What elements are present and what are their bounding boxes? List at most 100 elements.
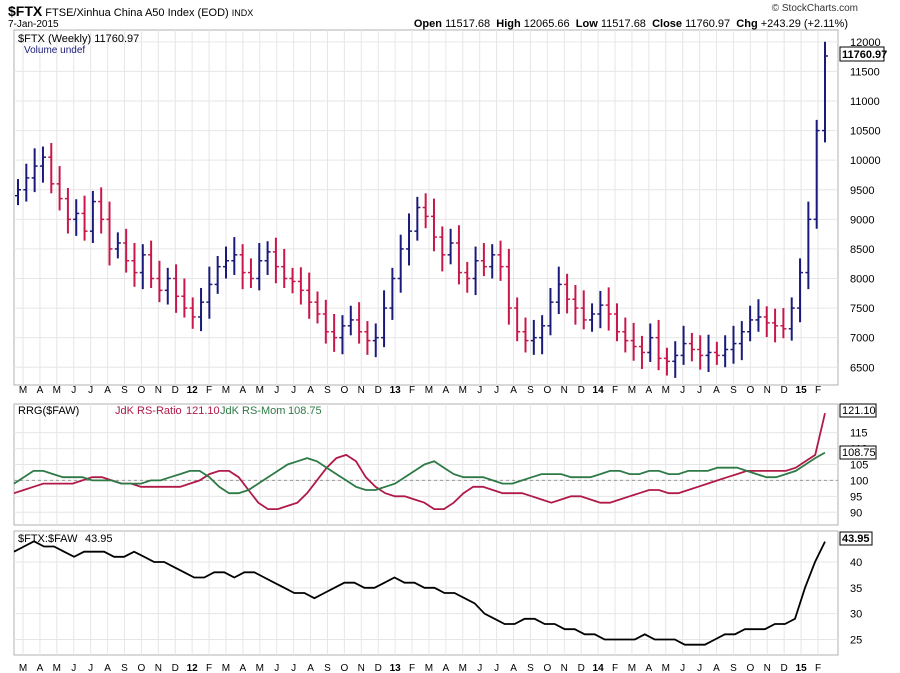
x-tick-label: S — [527, 385, 534, 396]
high-label: High — [496, 18, 521, 30]
rrg-ratio-last-box — [839, 403, 877, 418]
rrg-mom-last-box — [839, 445, 877, 460]
x-tick-label: J — [697, 663, 702, 673]
x-tick-label: N — [764, 663, 771, 673]
x-tick-label: N — [764, 385, 771, 396]
x-tick-label: M — [19, 663, 27, 673]
index-name: FTSE/Xinhua China A50 Index (EOD) — [45, 7, 229, 19]
x-tick-label: A — [713, 663, 720, 673]
x-tick-label: M — [256, 385, 264, 396]
x-tick-label: S — [121, 663, 128, 673]
x-tick-label: J — [494, 663, 499, 673]
x-tick-label: A — [240, 385, 247, 396]
x-tick-label: F — [612, 385, 618, 396]
x-tick-label: D — [781, 663, 788, 673]
open-label: Open — [413, 18, 442, 30]
x-tick-label: S — [324, 385, 331, 396]
x-tick-label: D — [375, 385, 382, 396]
x-tick-label: O — [138, 663, 146, 673]
x-tick-label: A — [443, 663, 450, 673]
rrg-ratio-last: 121.10 — [842, 405, 876, 417]
x-tick-label: M — [222, 385, 230, 396]
watermark: © StockCharts.com — [771, 3, 858, 14]
x-tick-label: M — [459, 663, 467, 673]
x-tick-label: J — [477, 663, 482, 673]
y-tick-label: 100 — [850, 475, 868, 487]
rrg-legend-ratio-value: 121.10 — [186, 405, 220, 417]
low-label: Low — [575, 18, 598, 30]
chg-label: Chg — [736, 18, 758, 30]
x-tick-label: 15 — [796, 663, 808, 673]
rrg-legend-ratio: JdK RS-Ratio — [115, 405, 182, 417]
x-tick-label: S — [730, 663, 737, 673]
pane-legend-volume: Volume undef — [24, 45, 85, 56]
x-tick-label: J — [494, 385, 499, 396]
last-value-label: 11760.97 — [842, 49, 887, 61]
x-tick-label: J — [680, 385, 685, 396]
x-tick-label: M — [53, 385, 61, 396]
high-value: 12065.66 — [523, 18, 570, 30]
y-tick-label: 6500 — [850, 362, 874, 374]
x-tick-label: D — [578, 385, 585, 396]
y-tick-label: 105 — [850, 460, 868, 472]
y-tick-label: 11500 — [850, 66, 880, 78]
x-tick-label: S — [121, 385, 128, 396]
x-tick-label: N — [358, 385, 365, 396]
close-label: Close — [652, 18, 683, 30]
last-value-box — [839, 46, 885, 62]
y-tick-label: 11000 — [850, 96, 880, 108]
x-tick-label: A — [240, 663, 247, 673]
series-rs-mom — [13, 451, 826, 495]
rrg-legend-mom-value: 108.75 — [288, 405, 322, 417]
x-tick-label: N — [561, 385, 568, 396]
y-tick-label: 95 — [850, 491, 862, 503]
x-tick-label: N — [561, 663, 568, 673]
y-tick-label: 115 — [850, 428, 868, 440]
x-tick-label: M — [628, 385, 636, 396]
y-tick-label: 9500 — [850, 185, 874, 197]
x-tick-label: F — [206, 385, 212, 396]
x-tick-label: O — [746, 663, 754, 673]
x-tick-label: N — [155, 385, 162, 396]
x-tick-label: O — [543, 663, 551, 673]
x-tick-label: J — [71, 663, 76, 673]
x-tick-label: M — [425, 663, 433, 673]
series-ftx-faw — [13, 540, 826, 646]
y-tick-label: 7500 — [850, 303, 874, 315]
exchange-label: INDX — [231, 8, 254, 18]
x-tick-label: 12 — [187, 385, 199, 396]
x-tick-label: S — [527, 663, 534, 673]
x-tick-label: J — [274, 663, 279, 673]
open-value: 11517.68 — [445, 18, 491, 30]
y-tick-label: 90 — [850, 507, 862, 519]
y-tick-label: 10500 — [850, 126, 881, 138]
x-tick-label: A — [443, 385, 450, 396]
x-tick-label: 12 — [187, 663, 199, 673]
y-tick-label: 7000 — [850, 333, 874, 345]
y-tick-label: 10000 — [850, 155, 881, 167]
x-tick-label: D — [172, 385, 179, 396]
x-tick-label: D — [172, 663, 179, 673]
x-tick-label: A — [104, 385, 111, 396]
x-tick-label: O — [543, 385, 551, 396]
symbol-label: $FTX — [8, 3, 43, 19]
y-tick-label: 30 — [850, 609, 862, 621]
x-tick-label: A — [646, 663, 653, 673]
y-tick-label: 8000 — [850, 274, 874, 286]
x-tick-label: A — [104, 663, 111, 673]
x-tick-label: J — [697, 385, 702, 396]
x-tick-label: A — [510, 385, 517, 396]
x-tick-label: J — [291, 385, 296, 396]
x-tick-label: M — [662, 385, 670, 396]
series-rs-ratio — [13, 412, 826, 511]
x-tick-label: M — [222, 663, 230, 673]
y-tick-label: 9000 — [850, 214, 874, 226]
x-tick-label: O — [746, 385, 754, 396]
y-tick-label: 35 — [850, 583, 862, 595]
x-tick-label: 14 — [593, 663, 605, 673]
rrg-legend-title: RRG($FAW) — [18, 405, 79, 417]
y-tick-label: 8500 — [850, 244, 874, 256]
y-tick-label: 12000 — [850, 37, 881, 49]
x-tick-label: J — [88, 663, 93, 673]
